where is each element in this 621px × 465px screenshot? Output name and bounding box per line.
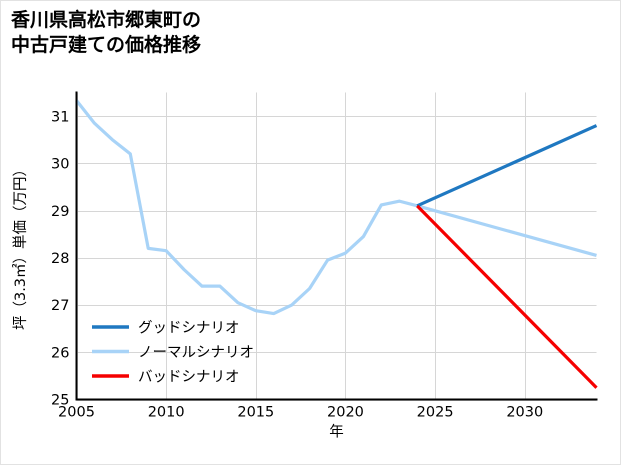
legend-label-ノーマルシナリオ: ノーマルシナリオ bbox=[138, 345, 254, 361]
legend-label-バッドシナリオ: バッドシナリオ bbox=[138, 369, 240, 385]
data-series-group bbox=[75, 99, 598, 389]
x-tick-label: 2025 bbox=[417, 405, 454, 421]
x-axis-tick-labels: 2005 2010 2015 2020 2025 2030 bbox=[58, 405, 543, 421]
y-tick-label: 26 bbox=[51, 345, 69, 361]
axis-spines bbox=[75, 91, 598, 401]
x-tick-label: 2015 bbox=[237, 405, 274, 421]
y-tick-label: 25 bbox=[51, 393, 69, 409]
series-line-バッドシナリオ bbox=[416, 204, 598, 389]
chart-title: 香川県高松市郷東町の 中古戸建ての価格推移 bbox=[11, 9, 202, 57]
x-tick-label: 2020 bbox=[327, 405, 364, 421]
y-tick-label: 27 bbox=[51, 298, 69, 314]
x-tick-label: 2005 bbox=[58, 405, 95, 421]
legend-label-グッドシナリオ: グッドシナリオ bbox=[138, 319, 240, 336]
y-tick-label: 29 bbox=[51, 204, 69, 220]
x-tick-label: 2010 bbox=[148, 405, 185, 421]
y-tick-label: 28 bbox=[51, 251, 69, 267]
axis-titles: 年 坪（3.3㎡）単価（万円） bbox=[12, 162, 344, 441]
series-line-グッドシナリオ bbox=[416, 124, 598, 208]
y-axis-title: 坪（3.3㎡）単価（万円） bbox=[12, 162, 29, 330]
y-tick-label: 31 bbox=[51, 109, 69, 125]
x-tick-label: 2030 bbox=[506, 405, 543, 421]
series-line-ノーマルシナリオ bbox=[75, 99, 597, 316]
y-tick-label: 30 bbox=[51, 157, 69, 173]
x-axis-title: 年 bbox=[329, 424, 344, 441]
y-axis-tick-labels: 25 26 27 28 29 30 31 bbox=[51, 109, 69, 408]
